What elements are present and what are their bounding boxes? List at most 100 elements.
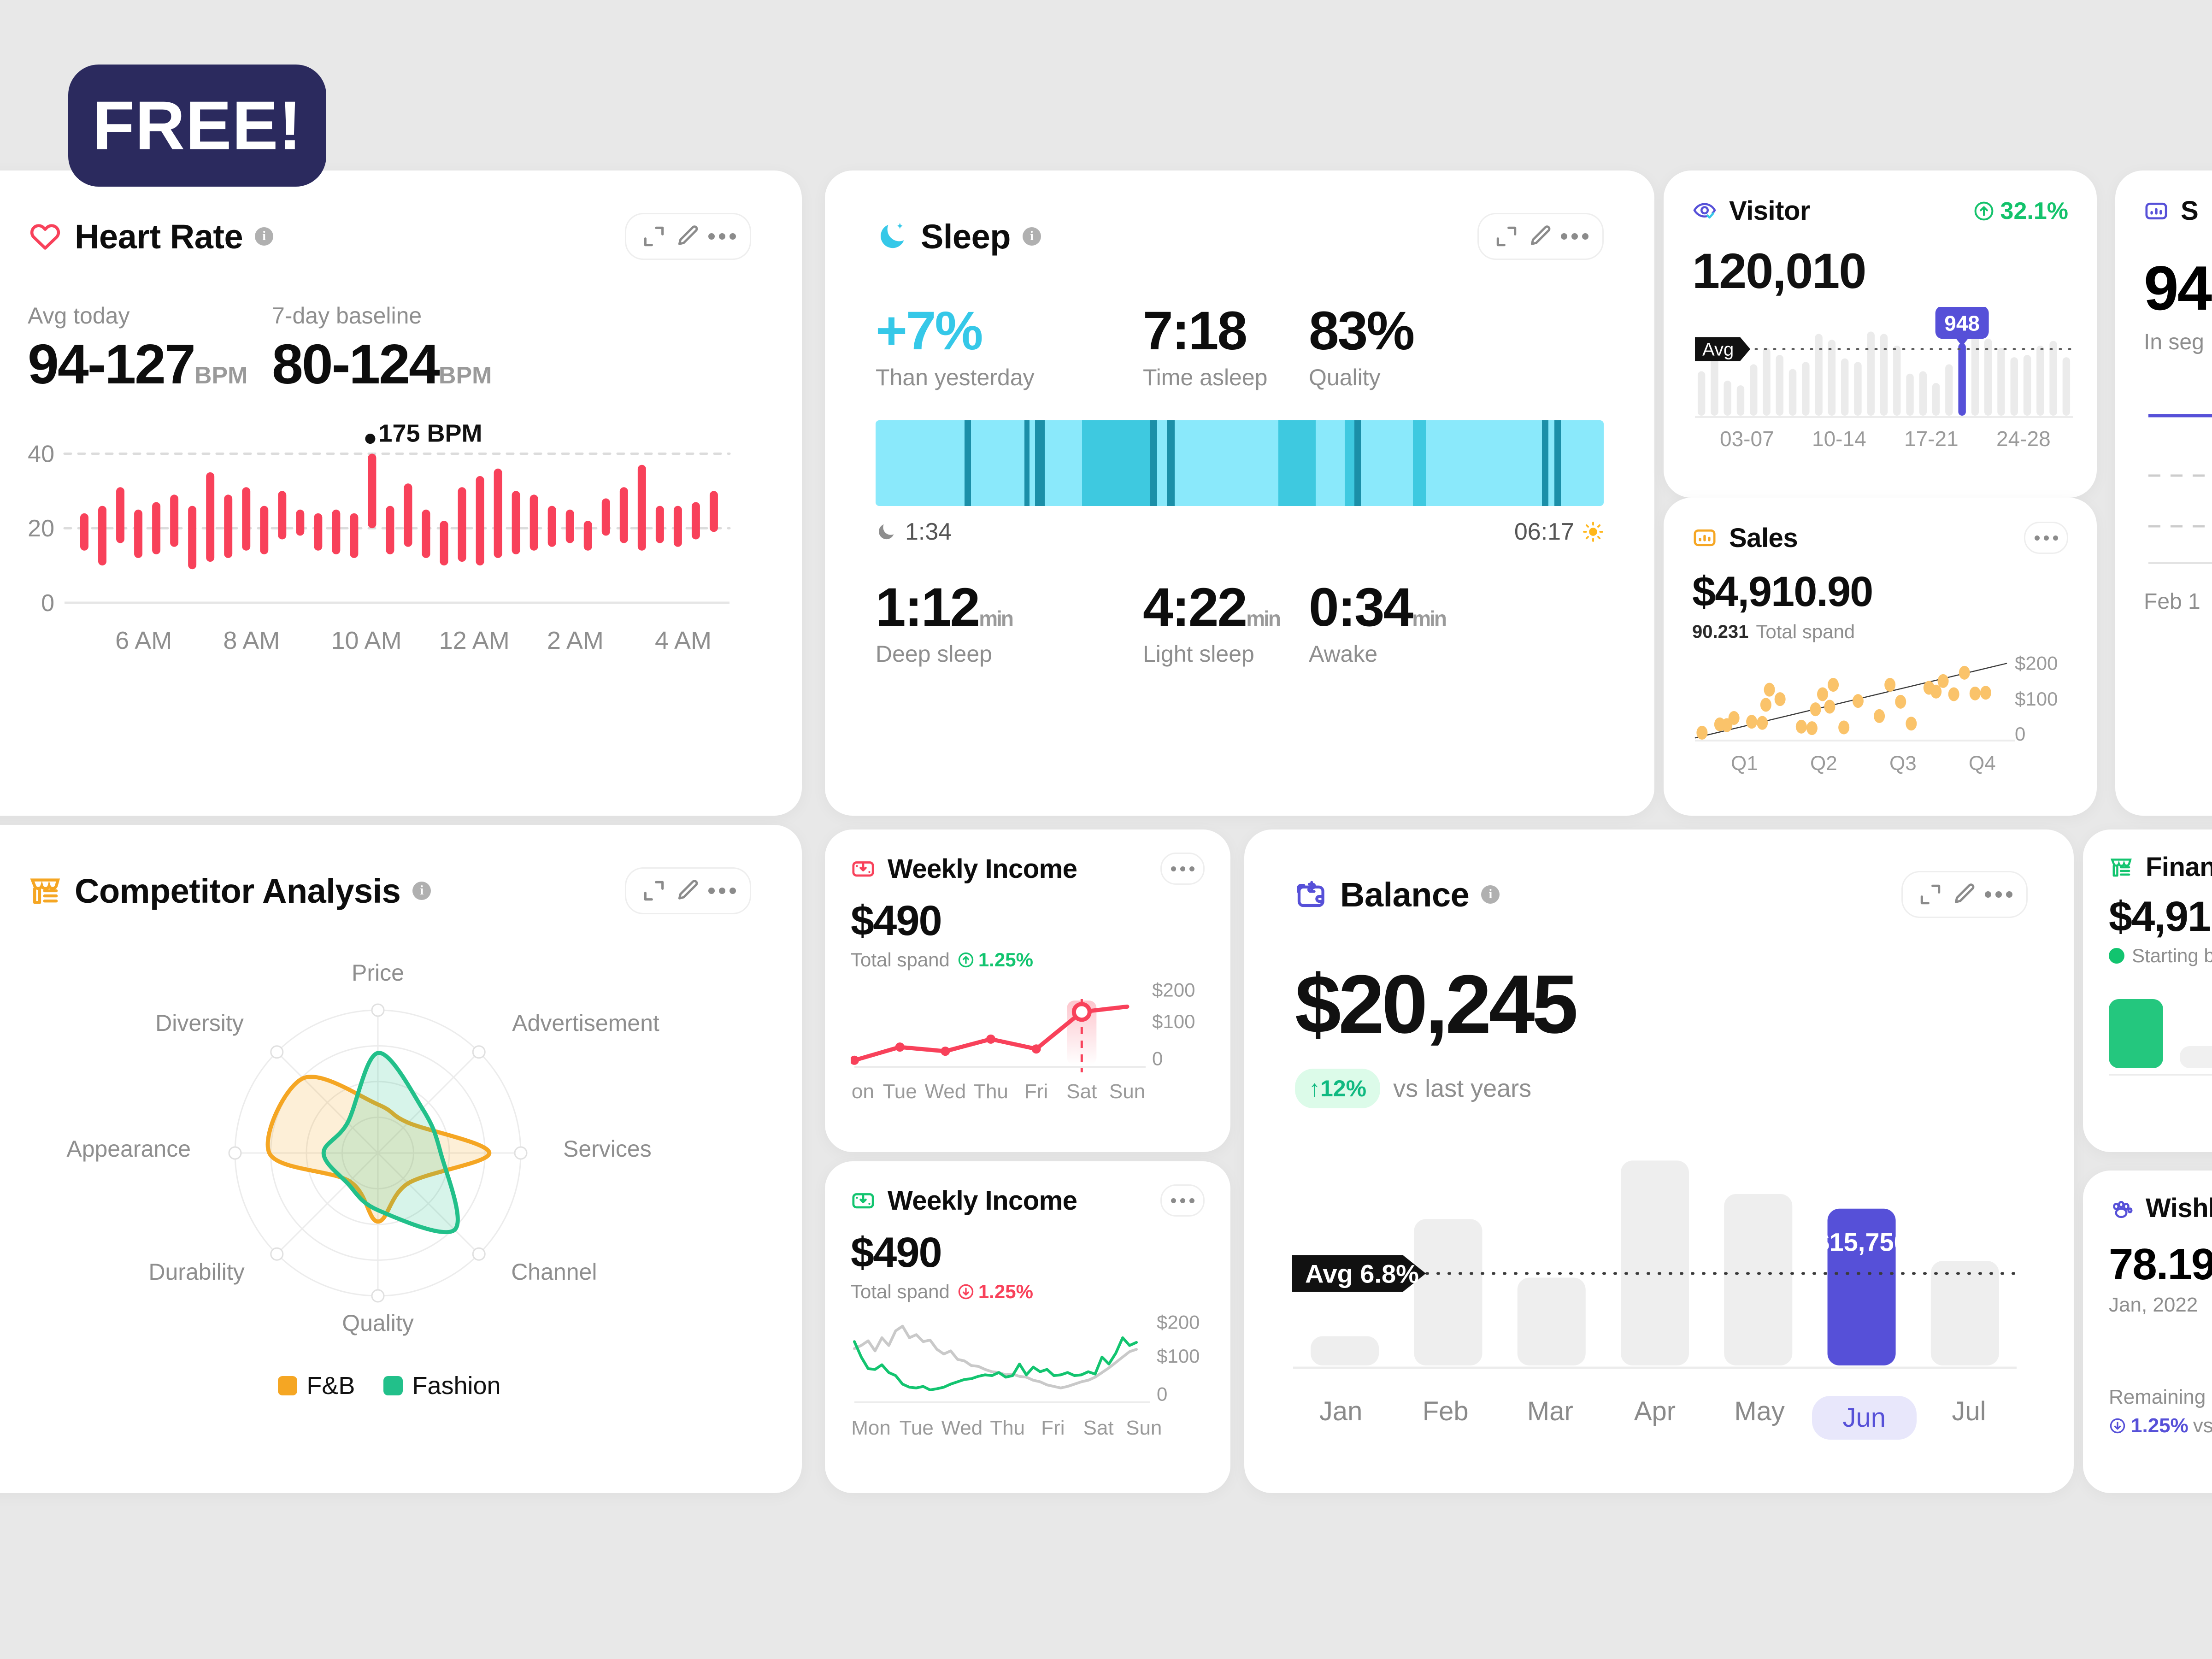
edit-icon[interactable] xyxy=(673,876,703,906)
sleep-segment-light xyxy=(876,420,965,506)
paw-icon xyxy=(2113,1200,2133,1218)
card-weekly-income-1[interactable]: Weekly Income $490 Total spand 1.25% $20… xyxy=(825,830,1230,1152)
svg-text:175 BPM: 175 BPM xyxy=(378,420,482,447)
eye-check-icon xyxy=(1693,202,1716,218)
sleep-stat-than-yesterday: +7% Than yesterday xyxy=(876,300,1143,391)
sleep-segment-deep xyxy=(1354,420,1361,506)
month-tab-mar[interactable]: Mar xyxy=(1527,1396,1573,1426)
financial-value: $4,91 xyxy=(2109,893,2211,940)
card-competitor-analysis[interactable]: Competitor Analysis i Price Advertisement… xyxy=(0,825,802,1493)
legend-item-fnb[interactable]: F&B xyxy=(278,1371,355,1400)
more-options-button[interactable] xyxy=(1160,853,1205,885)
status-dot xyxy=(2109,948,2124,964)
expand-icon[interactable] xyxy=(639,876,669,906)
stat-label: Time asleep xyxy=(1143,365,1268,390)
sales-sub-label: Total spand xyxy=(1756,621,1855,642)
balance-month-tabs[interactable]: Jan Feb Mar Apr May Jun Jul xyxy=(1288,1396,2021,1440)
segment-chart xyxy=(2148,414,2212,564)
svg-text:Fri: Fri xyxy=(1041,1417,1065,1439)
month-tab-jun[interactable]: Jun xyxy=(1812,1396,1917,1440)
svg-text:Sat: Sat xyxy=(1083,1417,1114,1439)
info-icon[interactable]: i xyxy=(412,882,431,900)
svg-text:0: 0 xyxy=(41,590,54,617)
sleep-segment-light xyxy=(1425,420,1542,506)
info-icon[interactable]: i xyxy=(1481,885,1500,904)
card-financial-partial[interactable]: Finan $4,91 Starting bala xyxy=(2083,830,2212,1152)
stat-value: 0:34 xyxy=(1309,577,1413,638)
svg-text:$200: $200 xyxy=(1157,1311,1200,1333)
card-visitor[interactable]: Visitor 32.1% 120,010 Avg 948 03-07 10-14 17… xyxy=(1664,171,2097,498)
financial-bars xyxy=(2109,994,2212,1068)
stat-label: Than yesterday xyxy=(876,365,1035,390)
wishlist-value: 78.19 xyxy=(2109,1240,2212,1289)
more-options-icon[interactable] xyxy=(707,222,737,251)
wishlist-delta: 1.25% xyxy=(2131,1414,2188,1437)
svg-text:2 AM: 2 AM xyxy=(547,627,604,654)
wishlist-remaining: Remaining 3 xyxy=(2109,1386,2212,1408)
more-options-icon[interactable] xyxy=(1560,222,1589,251)
more-options-button[interactable] xyxy=(2024,522,2068,554)
line-previous xyxy=(853,1324,1138,1389)
weekly-income-delta-value: 1.25% xyxy=(978,1281,1033,1302)
month-tab-jan[interactable]: Jan xyxy=(1319,1396,1363,1426)
card-title: Wishl xyxy=(2146,1193,2212,1223)
stat-value: 80-124 xyxy=(272,333,440,395)
sleep-segment-deep xyxy=(1035,420,1045,506)
edit-icon[interactable] xyxy=(673,222,703,251)
card-sales[interactable]: Sales $4,910.90 90.231 Total spand $200 $… xyxy=(1664,498,2097,816)
card-title: Sales xyxy=(1729,523,1798,553)
sleep-stat-awake: 0:34min Awake xyxy=(1309,576,1475,667)
info-icon[interactable]: i xyxy=(1022,227,1041,246)
legend-item-fashion[interactable]: Fashion xyxy=(383,1371,501,1400)
sleep-segment-deep xyxy=(1024,420,1030,506)
card-balance[interactable]: Balance i $20,245 ↑12% vs last years xyxy=(1244,830,2074,1493)
card-weekly-income-2[interactable]: Weekly Income $490 Total spand 1.25% $20… xyxy=(825,1161,1230,1493)
card-title: Heart Rate xyxy=(75,217,243,256)
card-actions[interactable] xyxy=(625,213,751,260)
sleep-stat-time-asleep: 7:18 Time asleep xyxy=(1143,300,1309,391)
weekly-income-line-chart: $200 $100 0 Mon Tue Wed Thu Fri Sat Sun xyxy=(851,979,1195,1103)
card-actions[interactable] xyxy=(625,867,751,914)
svg-text:Thu: Thu xyxy=(990,1417,1025,1439)
card-actions[interactable] xyxy=(1901,871,2028,918)
radar-axis-label: Durability xyxy=(148,1259,244,1285)
svg-text:Q4: Q4 xyxy=(1969,752,1996,775)
expand-icon[interactable] xyxy=(639,222,669,251)
more-options-icon[interactable] xyxy=(707,876,737,906)
svg-text:Q2: Q2 xyxy=(1810,752,1837,775)
card-sleep[interactable]: Sleep i +7% Than yesterday xyxy=(825,171,1654,816)
sleep-segment-deep xyxy=(1150,420,1157,506)
card-title: Balance xyxy=(1340,875,1470,914)
sleep-start: 1:34 xyxy=(876,518,952,546)
sleep-segment-deep xyxy=(1542,420,1549,506)
sleep-segment-medium xyxy=(1082,420,1150,506)
card-actions[interactable] xyxy=(1477,213,1604,260)
month-tab-apr[interactable]: Apr xyxy=(1634,1396,1676,1426)
stat-label: Light sleep xyxy=(1143,641,1254,667)
card-heart-rate[interactable]: Heart Rate i xyxy=(0,171,802,816)
stat-value: 83% xyxy=(1309,300,1415,361)
legend-label: F&B xyxy=(306,1372,355,1400)
expand-icon[interactable] xyxy=(1916,880,1945,909)
svg-text:10-14: 10-14 xyxy=(1812,427,1866,450)
month-tab-jul[interactable]: Jul xyxy=(1952,1396,1986,1426)
radar-series-F&B xyxy=(265,1075,492,1224)
card-title: Visitor xyxy=(1729,196,1810,226)
weekly-income-delta: 1.25% xyxy=(957,1281,1033,1303)
svg-text:03-07: 03-07 xyxy=(1720,427,1774,450)
financial-sub-label: Starting bala xyxy=(2132,945,2212,966)
svg-text:0: 0 xyxy=(1157,1383,1167,1405)
more-options-icon[interactable] xyxy=(1984,880,2013,909)
more-options-button[interactable] xyxy=(1160,1184,1205,1217)
card-segment-partial[interactable]: S 94 In seg Feb 1 xyxy=(2115,171,2212,816)
expand-icon[interactable] xyxy=(1492,222,1521,251)
edit-icon[interactable] xyxy=(1526,222,1555,251)
sleep-segment-medium xyxy=(1412,420,1426,506)
svg-text:$100: $100 xyxy=(2015,688,2058,710)
card-wishlist-partial[interactable]: Wishl 78.19 Jan, 2022 Remaining 3 1.25% … xyxy=(2083,1171,2212,1493)
month-tab-feb[interactable]: Feb xyxy=(1422,1396,1469,1426)
stat-value: 1:12 xyxy=(876,577,980,638)
month-tab-may[interactable]: May xyxy=(1734,1396,1785,1426)
info-icon[interactable]: i xyxy=(255,227,274,246)
edit-icon[interactable] xyxy=(1950,880,1979,909)
